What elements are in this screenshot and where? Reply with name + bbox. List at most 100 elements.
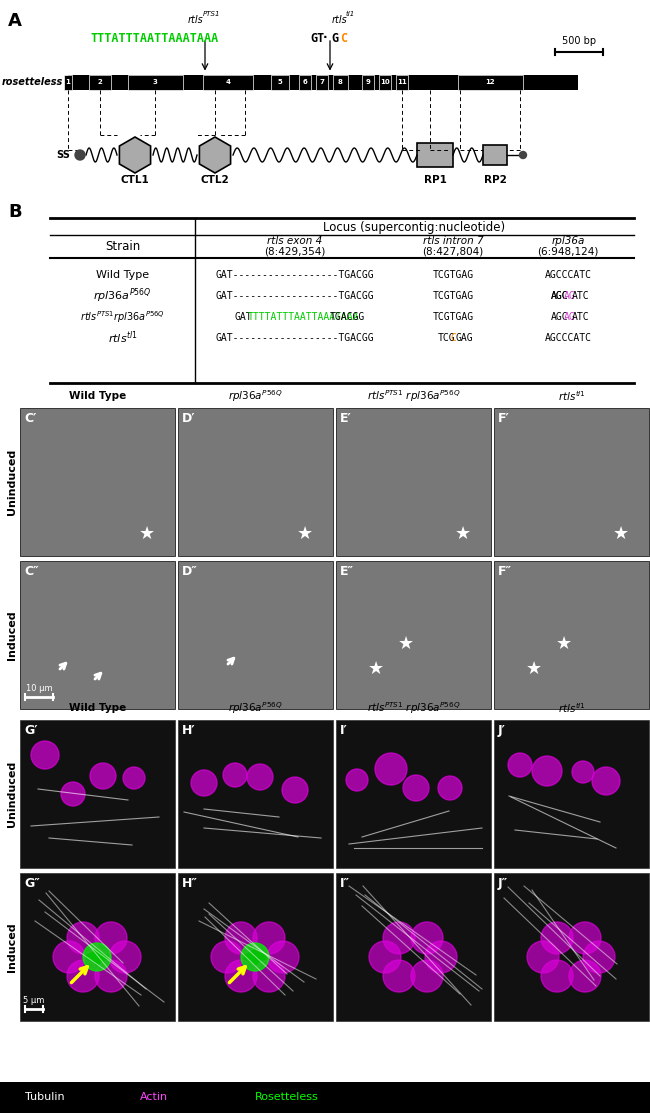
Text: TCGTGAG: TCGTGAG bbox=[432, 290, 474, 301]
Text: RP2: RP2 bbox=[484, 175, 506, 185]
Polygon shape bbox=[120, 137, 151, 173]
Text: CTL2: CTL2 bbox=[201, 175, 229, 185]
Text: 4: 4 bbox=[226, 79, 231, 85]
Circle shape bbox=[583, 940, 615, 973]
Bar bbox=[494, 720, 649, 868]
Circle shape bbox=[67, 922, 99, 954]
Text: I′: I′ bbox=[340, 723, 348, 737]
Text: 9: 9 bbox=[365, 79, 370, 85]
Text: $\mathit{rtls}^{tl1}$: $\mathit{rtls}^{tl1}$ bbox=[558, 701, 586, 715]
Text: AGC: AGC bbox=[551, 290, 568, 301]
Text: J″: J″ bbox=[498, 877, 508, 890]
Text: Wild Type: Wild Type bbox=[69, 391, 126, 401]
Bar bbox=[417, 142, 453, 167]
Bar bbox=[483, 145, 507, 165]
Bar bbox=[379, 75, 391, 89]
Circle shape bbox=[223, 764, 247, 787]
Text: ★: ★ bbox=[368, 660, 384, 678]
Text: AG: AG bbox=[564, 290, 575, 301]
Text: $\mathit{rtls}^{tl1}$: $\mathit{rtls}^{tl1}$ bbox=[558, 390, 586, 403]
Text: B: B bbox=[8, 203, 21, 221]
Circle shape bbox=[31, 741, 59, 769]
Text: 10 μm: 10 μm bbox=[26, 684, 52, 693]
Text: ★: ★ bbox=[556, 636, 572, 653]
Text: Rosetteless: Rosetteless bbox=[255, 1092, 318, 1102]
Bar bbox=[20, 873, 175, 1021]
Text: 2: 2 bbox=[98, 79, 103, 85]
Circle shape bbox=[369, 940, 401, 973]
Text: TCGTGAG: TCGTGAG bbox=[432, 270, 474, 280]
Polygon shape bbox=[200, 137, 231, 173]
Circle shape bbox=[411, 961, 443, 992]
Text: A: A bbox=[8, 12, 22, 30]
Text: F″: F″ bbox=[498, 565, 512, 578]
Text: I″: I″ bbox=[340, 877, 350, 890]
Text: 6: 6 bbox=[303, 79, 307, 85]
Circle shape bbox=[541, 922, 573, 954]
Text: 12: 12 bbox=[485, 79, 495, 85]
Circle shape bbox=[253, 922, 285, 954]
Text: Uninduced: Uninduced bbox=[7, 449, 17, 515]
Text: Tubulin: Tubulin bbox=[25, 1092, 64, 1102]
Bar bbox=[20, 561, 175, 709]
Circle shape bbox=[53, 940, 85, 973]
Text: Induced: Induced bbox=[7, 610, 17, 660]
Circle shape bbox=[519, 151, 526, 158]
Text: GAT------------------TGACGG: GAT------------------TGACGG bbox=[216, 333, 374, 343]
Text: ★: ★ bbox=[297, 525, 313, 543]
Text: TTTATTTAATTAAATAAA: TTTATTTAATTAAATAAA bbox=[91, 31, 219, 45]
Circle shape bbox=[241, 943, 269, 971]
Bar bbox=[458, 75, 523, 89]
Bar bbox=[336, 408, 491, 556]
Text: GAT------------------TGACGG: GAT------------------TGACGG bbox=[216, 290, 374, 301]
Text: rosetteless: rosetteless bbox=[2, 77, 63, 87]
Circle shape bbox=[508, 754, 532, 777]
Circle shape bbox=[123, 767, 145, 789]
Bar bbox=[20, 720, 175, 868]
Circle shape bbox=[346, 769, 368, 791]
Bar bbox=[336, 720, 491, 868]
Circle shape bbox=[67, 961, 99, 992]
Text: $\mathit{rpl36a}^{P56Q}$: $\mathit{rpl36a}^{P56Q}$ bbox=[93, 287, 152, 305]
Text: Wild Type: Wild Type bbox=[69, 703, 126, 713]
Circle shape bbox=[211, 940, 243, 973]
Text: rpl36a: rpl36a bbox=[551, 236, 585, 246]
Text: H″: H″ bbox=[182, 877, 198, 890]
Text: TGACGG: TGACGG bbox=[330, 312, 365, 322]
Bar bbox=[68, 75, 578, 89]
Text: $\mathit{rtls}^{PTS1}\ \mathit{rpl36a}^{P56Q}$: $\mathit{rtls}^{PTS1}\ \mathit{rpl36a}^{… bbox=[367, 388, 460, 404]
Text: SS: SS bbox=[56, 150, 70, 160]
Circle shape bbox=[225, 922, 257, 954]
Bar bbox=[336, 561, 491, 709]
Circle shape bbox=[225, 961, 257, 992]
Text: Wild Type: Wild Type bbox=[96, 270, 149, 280]
Text: 500 bp: 500 bp bbox=[562, 36, 596, 46]
Circle shape bbox=[438, 776, 462, 800]
Text: ★: ★ bbox=[455, 525, 471, 543]
Text: Induced: Induced bbox=[7, 923, 17, 972]
Text: C: C bbox=[451, 333, 457, 343]
Bar bbox=[178, 408, 333, 556]
Text: $\mathit{rpl36a}^{P56Q}$: $\mathit{rpl36a}^{P56Q}$ bbox=[228, 388, 283, 404]
Text: ★: ★ bbox=[139, 525, 155, 543]
Text: 5 μm: 5 μm bbox=[23, 996, 45, 1005]
Text: tl1: tl1 bbox=[346, 11, 356, 17]
Text: PTS1: PTS1 bbox=[203, 11, 220, 17]
Text: rtls: rtls bbox=[187, 14, 203, 24]
Circle shape bbox=[95, 922, 127, 954]
Circle shape bbox=[61, 782, 85, 806]
Circle shape bbox=[83, 943, 111, 971]
Circle shape bbox=[282, 777, 308, 802]
Text: Uninduced: Uninduced bbox=[7, 761, 17, 827]
Text: 11: 11 bbox=[397, 79, 407, 85]
Text: AGCCCATC: AGCCCATC bbox=[545, 333, 592, 343]
Text: AG: AG bbox=[564, 312, 575, 322]
Text: D′: D′ bbox=[182, 412, 196, 425]
Text: C′: C′ bbox=[24, 412, 36, 425]
Bar bbox=[89, 75, 111, 89]
Circle shape bbox=[527, 940, 559, 973]
Bar bbox=[333, 75, 348, 89]
Text: G: G bbox=[331, 31, 338, 45]
Text: D″: D″ bbox=[182, 565, 198, 578]
Circle shape bbox=[253, 961, 285, 992]
